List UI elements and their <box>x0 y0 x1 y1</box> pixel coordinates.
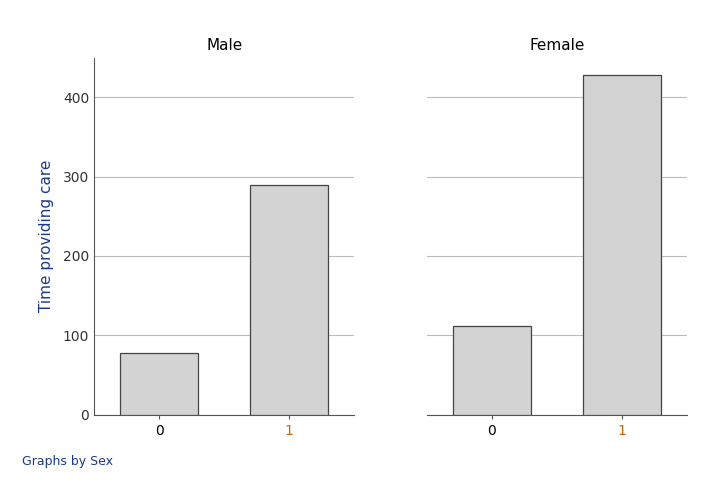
Title: Male: Male <box>206 38 242 53</box>
Text: Graphs by Sex: Graphs by Sex <box>22 455 113 468</box>
Bar <box>583 75 661 415</box>
Y-axis label: Time providing care: Time providing care <box>40 160 54 312</box>
Bar <box>453 326 531 415</box>
Bar <box>250 185 328 415</box>
Bar <box>120 353 198 415</box>
Title: Female: Female <box>529 38 584 53</box>
